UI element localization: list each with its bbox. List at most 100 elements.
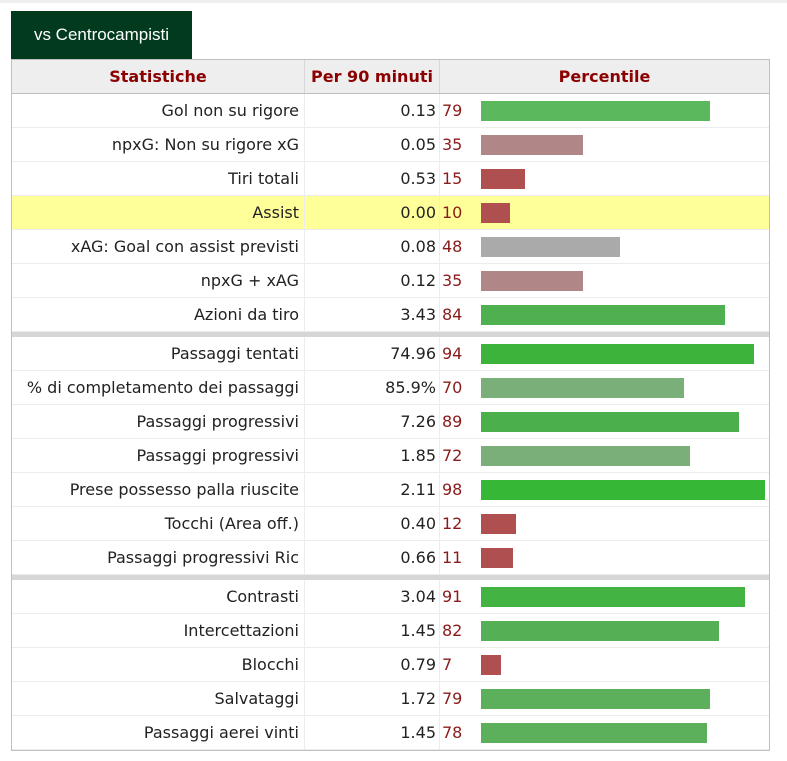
percentile-bar xyxy=(481,621,719,641)
column-divider xyxy=(439,439,440,472)
column-divider xyxy=(439,682,440,715)
column-divider xyxy=(304,196,305,229)
table-row[interactable]: npxG: Non su rigore xG 0.05 35 xyxy=(12,128,769,162)
table-row[interactable]: Blocchi 0.79 7 xyxy=(12,648,769,682)
per90-value: 0.08 xyxy=(400,237,436,256)
percentile-value: 91 xyxy=(442,587,463,606)
percentile-bar xyxy=(481,412,739,432)
percentile-value: 10 xyxy=(442,203,463,222)
stat-label: Passaggi progressivi xyxy=(136,446,299,465)
stat-label: Passaggi progressivi Ric xyxy=(107,548,299,567)
column-divider xyxy=(439,507,440,540)
percentile-bar xyxy=(481,655,501,675)
per90-value: 0.00 xyxy=(400,203,436,222)
column-divider xyxy=(439,371,440,404)
per90-value: 1.85 xyxy=(400,446,436,465)
percentile-value: 82 xyxy=(442,621,463,640)
percentile-bar xyxy=(481,480,765,500)
stat-label: Intercettazioni xyxy=(183,621,299,640)
per90-value: 0.40 xyxy=(400,514,436,533)
table-row[interactable]: Tocchi (Area off.) 0.40 12 xyxy=(12,507,769,541)
percentile-bar xyxy=(481,689,710,709)
column-divider xyxy=(439,230,440,263)
per90-value: 1.45 xyxy=(400,621,436,640)
percentile-bar xyxy=(481,305,725,325)
tab-vs-centrocampisti[interactable]: vs Centrocampisti xyxy=(11,11,192,59)
column-divider xyxy=(304,298,305,331)
column-divider xyxy=(439,298,440,331)
column-divider xyxy=(304,648,305,681)
percentile-bar xyxy=(481,237,620,257)
group-divider xyxy=(12,332,769,337)
column-divider xyxy=(304,541,305,574)
percentile-bar xyxy=(481,271,583,291)
table-row[interactable]: Passaggi progressivi 7.26 89 xyxy=(12,405,769,439)
percentile-bar xyxy=(481,548,513,568)
stat-label: npxG: Non su rigore xG xyxy=(111,135,299,154)
column-divider xyxy=(304,94,305,127)
table-row[interactable]: Passaggi aerei vinti 1.45 78 xyxy=(12,716,769,750)
stat-label: Contrasti xyxy=(226,587,299,606)
stat-label: Assist xyxy=(252,203,299,222)
per90-value: 3.43 xyxy=(400,305,436,324)
column-divider xyxy=(304,580,305,613)
stat-label: Azioni da tiro xyxy=(193,305,299,324)
table-row[interactable]: Prese possesso palla riuscite 2.11 98 xyxy=(12,473,769,507)
percentile-bar xyxy=(481,446,690,466)
table-row[interactable]: Assist 0.00 10 xyxy=(12,196,769,230)
percentile-value: 12 xyxy=(442,514,463,533)
per90-value: 0.53 xyxy=(400,169,436,188)
table-row[interactable]: Passaggi progressivi Ric 0.66 11 xyxy=(12,541,769,575)
column-divider xyxy=(439,648,440,681)
table-row[interactable]: xAG: Goal con assist previsti 0.08 48 xyxy=(12,230,769,264)
percentile-bar xyxy=(481,169,525,189)
percentile-value: 11 xyxy=(442,548,463,567)
column-divider xyxy=(304,128,305,161)
table-row[interactable]: Intercettazioni 1.45 82 xyxy=(12,614,769,648)
stat-label: Gol non su rigore xyxy=(161,101,299,120)
table-row[interactable]: Passaggi progressivi 1.85 72 xyxy=(12,439,769,473)
percentile-bar xyxy=(481,514,516,534)
per90-value: 0.66 xyxy=(400,548,436,567)
stat-label: Salvataggi xyxy=(214,689,299,708)
column-divider xyxy=(439,473,440,506)
table-row[interactable]: Tiri totali 0.53 15 xyxy=(12,162,769,196)
column-divider xyxy=(304,264,305,297)
stat-label: % di completamento dei passaggi xyxy=(26,378,299,397)
table-row[interactable]: Contrasti 3.04 91 xyxy=(12,580,769,614)
per90-value: 0.12 xyxy=(400,271,436,290)
percentile-bar xyxy=(481,723,707,743)
percentile-value: 89 xyxy=(442,412,463,431)
column-divider xyxy=(439,162,440,195)
table-row[interactable]: Azioni da tiro 3.43 84 xyxy=(12,298,769,332)
table-row[interactable]: % di completamento dei passaggi 85.9% 70 xyxy=(12,371,769,405)
percentile-bar xyxy=(481,587,745,607)
table-row[interactable]: Passaggi tentati 74.96 94 xyxy=(12,337,769,371)
table-row[interactable]: npxG + xAG 0.12 35 xyxy=(12,264,769,298)
stats-table: Statistiche Per 90 minuti Percentile Gol… xyxy=(11,59,770,751)
per90-value: 0.79 xyxy=(400,655,436,674)
percentile-bar xyxy=(481,135,583,155)
percentile-value: 78 xyxy=(442,723,463,742)
percentile-value: 94 xyxy=(442,344,463,363)
header-percentile[interactable]: Percentile xyxy=(558,67,651,86)
header-per90[interactable]: Per 90 minuti xyxy=(311,67,433,86)
per90-value: 0.05 xyxy=(400,135,436,154)
percentile-value: 35 xyxy=(442,135,463,154)
header-statistiche[interactable]: Statistiche xyxy=(109,67,207,86)
table-row[interactable]: Salvataggi 1.72 79 xyxy=(12,682,769,716)
column-divider xyxy=(304,507,305,540)
column-divider xyxy=(439,405,440,438)
percentile-value: 70 xyxy=(442,378,463,397)
percentile-bar xyxy=(481,344,754,364)
column-divider xyxy=(304,230,305,263)
stat-label: Tiri totali xyxy=(228,169,299,188)
per90-value: 85.9% xyxy=(385,378,436,397)
column-divider xyxy=(439,128,440,161)
percentile-bar xyxy=(481,101,710,121)
table-row[interactable]: Gol non su rigore 0.13 79 xyxy=(12,94,769,128)
stat-label: Prese possesso palla riuscite xyxy=(69,480,299,499)
stat-label: Tocchi (Area off.) xyxy=(164,514,299,533)
per90-value: 7.26 xyxy=(400,412,436,431)
header-divider xyxy=(439,60,440,93)
